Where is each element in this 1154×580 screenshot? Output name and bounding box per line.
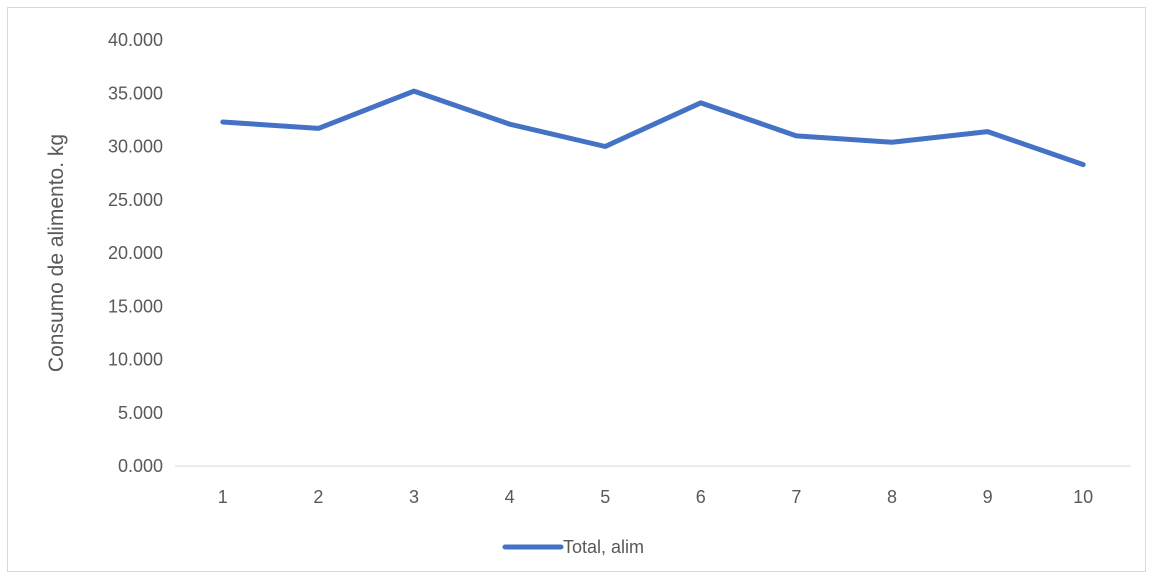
x-tick-label: 9 <box>983 487 993 507</box>
x-tick-label: 8 <box>887 487 897 507</box>
x-tick-label: 10 <box>1073 487 1093 507</box>
x-tick-label: 5 <box>600 487 610 507</box>
x-tick-label: 3 <box>409 487 419 507</box>
x-tick-label: 4 <box>505 487 515 507</box>
y-axis-label: Consumo de alimento. kg <box>45 134 68 372</box>
legend-label: Total, alim <box>563 537 644 557</box>
y-axis-ticks: 0.000 5.000 10.000 15.000 20.000 25.000 30.000… <box>108 30 163 476</box>
x-tick-label: 7 <box>791 487 801 507</box>
series-line <box>220 88 1086 168</box>
y-tick-label: 30.000 <box>108 137 163 157</box>
x-axis-ticks: 1 2 3 4 5 6 7 8 9 10 <box>218 487 1093 507</box>
series-group <box>220 88 1086 168</box>
legend: Total, alim <box>502 537 644 557</box>
y-tick-label: 15.000 <box>108 296 163 316</box>
chart-frame <box>7 7 1146 572</box>
y-tick-label: 35.000 <box>108 83 163 103</box>
y-tick-label: 10.000 <box>108 350 163 370</box>
y-tick-label: 0.000 <box>118 456 163 476</box>
y-tick-label: 5.000 <box>118 403 163 423</box>
x-tick-label: 1 <box>218 487 228 507</box>
x-tick-label: 2 <box>313 487 323 507</box>
y-tick-label: 40.000 <box>108 30 163 50</box>
x-tick-label: 6 <box>696 487 706 507</box>
y-tick-label: 25.000 <box>108 190 163 210</box>
y-tick-label: 20.000 <box>108 243 163 263</box>
